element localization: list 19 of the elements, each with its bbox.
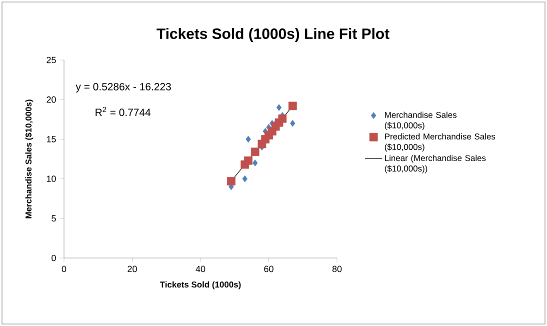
y-tick-label: 25	[46, 56, 56, 64]
y-axis-title: Merchandise Sales ($10,000s)	[25, 100, 34, 218]
legend-label: Predicted Merchandise Sales ($10,000s)	[384, 133, 496, 152]
legend-label: Linear (Merchandise Sales ($10,000s))	[384, 154, 486, 174]
x-tick-label: 40	[196, 266, 206, 272]
y-tick-label: 10	[46, 176, 56, 182]
annotation: R$^{2}$ = 0.7744	[96, 106, 151, 116]
x-axis-title: Tickets Sold (1000s)	[160, 281, 241, 290]
x-tick-label: 80	[332, 266, 342, 272]
chart-title: Tickets Sold (1000s) Line Fit Plot	[156, 28, 390, 42]
y-tick-label: 0	[52, 254, 56, 262]
legend-label: Merchandise Sales ($10,000s)	[384, 112, 457, 130]
y-tick-label: 5	[52, 215, 56, 222]
x-tick-label: 0	[62, 266, 66, 272]
x-tick-label: 20	[128, 266, 137, 272]
annotation: y = 0.5286x - 16.223	[76, 82, 171, 92]
x-tick-label: 60	[264, 266, 274, 272]
y-tick-label: 15	[46, 136, 56, 142]
y-tick-label: 20	[46, 96, 56, 103]
